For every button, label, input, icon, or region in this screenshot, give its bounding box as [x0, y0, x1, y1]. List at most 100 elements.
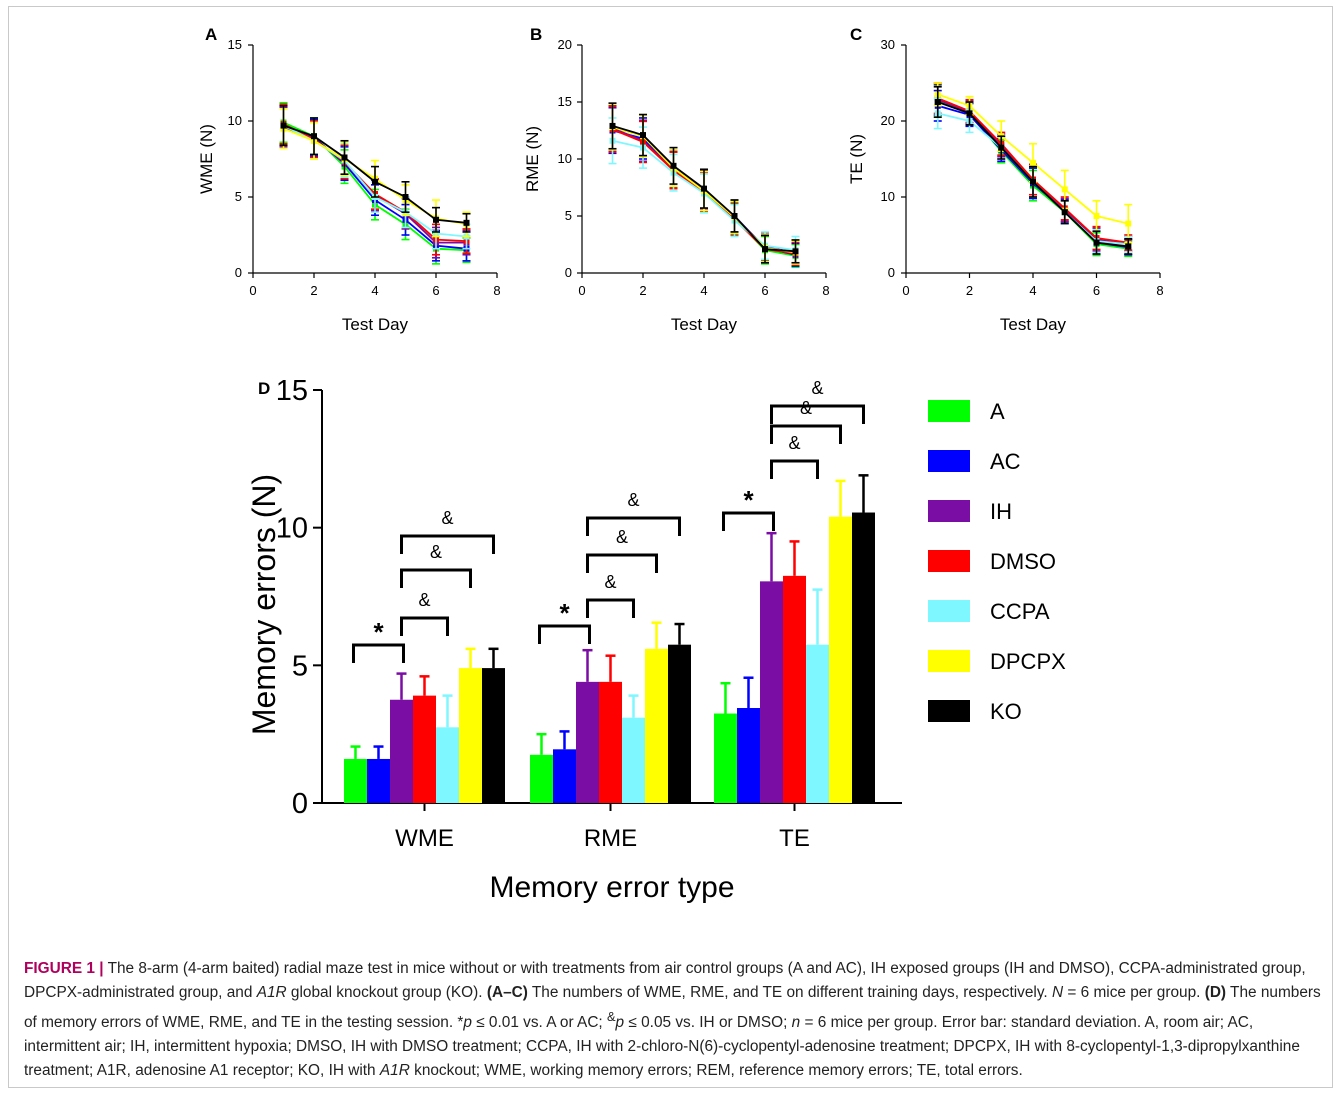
legend-item-ac: AC — [928, 449, 1021, 474]
bar-dmso — [599, 681, 622, 803]
y-tick-label: 20 — [558, 37, 572, 52]
figure-charts: A 0 2 4 6 8 0 5 10 15 Test Day WME (N) B 0 2 4 6 8 0 5 10 15 2… — [197, 25, 1164, 904]
bar-ko — [668, 644, 691, 803]
bracket-line — [770, 424, 842, 444]
caption-segment: knockout; WME, working memory errors; RE… — [409, 1062, 1023, 1080]
panel-label: D — [258, 379, 270, 398]
data-point — [1061, 209, 1068, 216]
x-tick-label: 2 — [966, 283, 973, 298]
bar-dmso — [783, 575, 806, 803]
significance-amp-bracket: & — [770, 378, 865, 424]
significance-star: * — [559, 598, 570, 628]
data-point — [311, 133, 317, 140]
y-tick-label: 10 — [228, 113, 242, 128]
significance-amp: & — [418, 590, 430, 610]
caption-segment: = 6 mice per group. Error bar: standard … — [24, 1014, 1300, 1080]
legend-item-dpcpx: DPCPX — [928, 649, 1066, 674]
y-axis-title: WME (N) — [197, 124, 216, 194]
significance-amp-bracket: & — [400, 590, 449, 636]
data-point — [731, 213, 738, 219]
bracket-line — [400, 616, 449, 636]
bar-ccpa — [622, 717, 645, 803]
bar-ccpa — [806, 644, 829, 803]
significance-amp-bracket: & — [400, 542, 472, 588]
y-tick-label: 0 — [292, 788, 308, 820]
data-point — [701, 185, 707, 192]
bracket-line — [770, 404, 865, 424]
bracket-line — [586, 516, 681, 536]
caption-segment: = 6 mice per group. — [1063, 984, 1205, 1001]
x-tick-label: 0 — [249, 283, 256, 298]
caption-segment: ≤ 0.01 vs. A or AC; — [471, 1014, 607, 1032]
significance-amp: & — [430, 542, 442, 562]
y-tick-label: 5 — [292, 650, 308, 682]
y-axis-title: TE (N) — [847, 134, 866, 184]
significance-star: * — [373, 617, 384, 647]
x-tick-label: 6 — [761, 283, 768, 298]
legend-label: DMSO — [990, 549, 1056, 574]
data-point — [1125, 243, 1132, 250]
y-axis-title: Memory errors (N) — [246, 474, 282, 735]
caption-segment: (D) — [1204, 984, 1227, 1001]
significance-amp: & — [604, 572, 616, 592]
caption-segment: p — [463, 1014, 472, 1032]
significance-amp-bracket: & — [586, 527, 658, 573]
significance-amp-bracket: & — [586, 490, 681, 536]
data-point — [934, 99, 941, 105]
significance-amp-bracket: & — [400, 508, 495, 554]
y-tick-label: 15 — [558, 94, 572, 109]
x-tick-label: 2 — [639, 283, 646, 298]
caption-segment: ≤ 0.05 vs. IH or DMSO; — [624, 1014, 792, 1032]
caption-segment: p — [615, 1014, 625, 1032]
legend-item-ih: IH — [928, 499, 1012, 524]
panel-a: A 0 2 4 6 8 0 5 10 15 Test Day WME (N) — [197, 25, 501, 334]
x-tick-label: 2 — [310, 283, 317, 298]
significance-amp-bracket: & — [586, 572, 635, 618]
caption-segment: A1R — [379, 1062, 410, 1080]
caption-segment: (A–C) — [486, 984, 528, 1001]
data-point — [372, 178, 378, 185]
bar-ih — [576, 681, 599, 803]
bar-ac — [367, 758, 390, 803]
bracket-line — [586, 598, 635, 618]
caption-figure-label: FIGURE 1 — [24, 960, 95, 977]
caption-segment: & — [606, 1009, 616, 1024]
data-point — [280, 122, 287, 129]
bar-ko — [852, 512, 875, 803]
x-axis-title: Test Day — [1000, 315, 1067, 334]
data-point — [433, 216, 439, 223]
significance-amp: & — [616, 527, 628, 547]
data-point — [463, 219, 470, 226]
data-point — [1030, 159, 1036, 166]
x-tick-label: 0 — [578, 283, 585, 298]
caption-segment: global knockout group (KO). — [286, 984, 487, 1001]
data-point — [609, 122, 616, 129]
legend-swatch — [928, 650, 970, 672]
significance-star-bracket: * — [352, 617, 405, 663]
x-axis-title: Test Day — [671, 315, 738, 334]
bar-a — [530, 754, 553, 803]
y-tick-label: 10 — [276, 513, 308, 545]
data-point — [998, 144, 1005, 151]
significance-amp-bracket: & — [770, 398, 842, 444]
x-tick-label: 6 — [1093, 283, 1100, 298]
legend: A AC IH DMSO CCPA DPCPX KO — [928, 399, 1066, 724]
bar-a — [714, 713, 737, 803]
significance-amp-bracket: & — [770, 433, 819, 479]
significance-amp: & — [788, 433, 800, 453]
data-point — [670, 162, 677, 169]
data-point — [762, 246, 768, 253]
caption-separator: | — [99, 960, 104, 977]
significance-amp: & — [441, 508, 453, 528]
x-tick-label: 0 — [902, 283, 909, 298]
x-tick-label: TE — [779, 825, 810, 852]
panel-c: C 0 2 4 6 8 0 10 20 30 Test Day TE (N) — [847, 25, 1164, 334]
x-tick-label: 8 — [493, 283, 500, 298]
significance-amp: & — [811, 378, 823, 398]
data-point — [1125, 220, 1132, 227]
y-tick-label: 20 — [881, 113, 895, 128]
legend-label: KO — [990, 699, 1022, 724]
legend-swatch — [928, 500, 970, 522]
significance-star-bracket: * — [538, 598, 591, 644]
legend-label: DPCPX — [990, 649, 1066, 674]
